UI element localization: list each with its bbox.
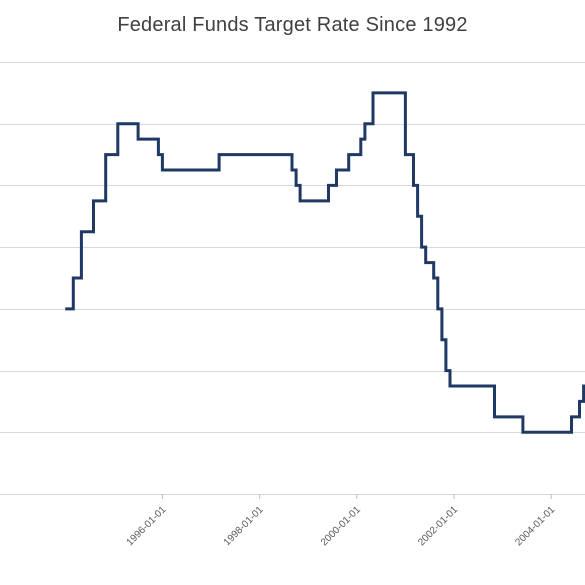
x-axis-ticks: 1996-01-01 1998-01-01 2000-01-01 2002-01-01… bbox=[125, 494, 558, 548]
x-tick-label: 1998-01-01 bbox=[222, 504, 266, 548]
x-tick-label: 1996-01-01 bbox=[125, 504, 169, 548]
x-tick-label: 2000-01-01 bbox=[319, 504, 363, 548]
x-tick-label: 2002-01-01 bbox=[416, 504, 460, 548]
gridlines bbox=[0, 62, 585, 495]
x-tick-label: 2004-01-01 bbox=[513, 504, 557, 548]
chart-title: Federal Funds Target Rate Since 1992 bbox=[117, 14, 468, 36]
series-group bbox=[65, 91, 585, 434]
series-line bbox=[65, 91, 585, 434]
